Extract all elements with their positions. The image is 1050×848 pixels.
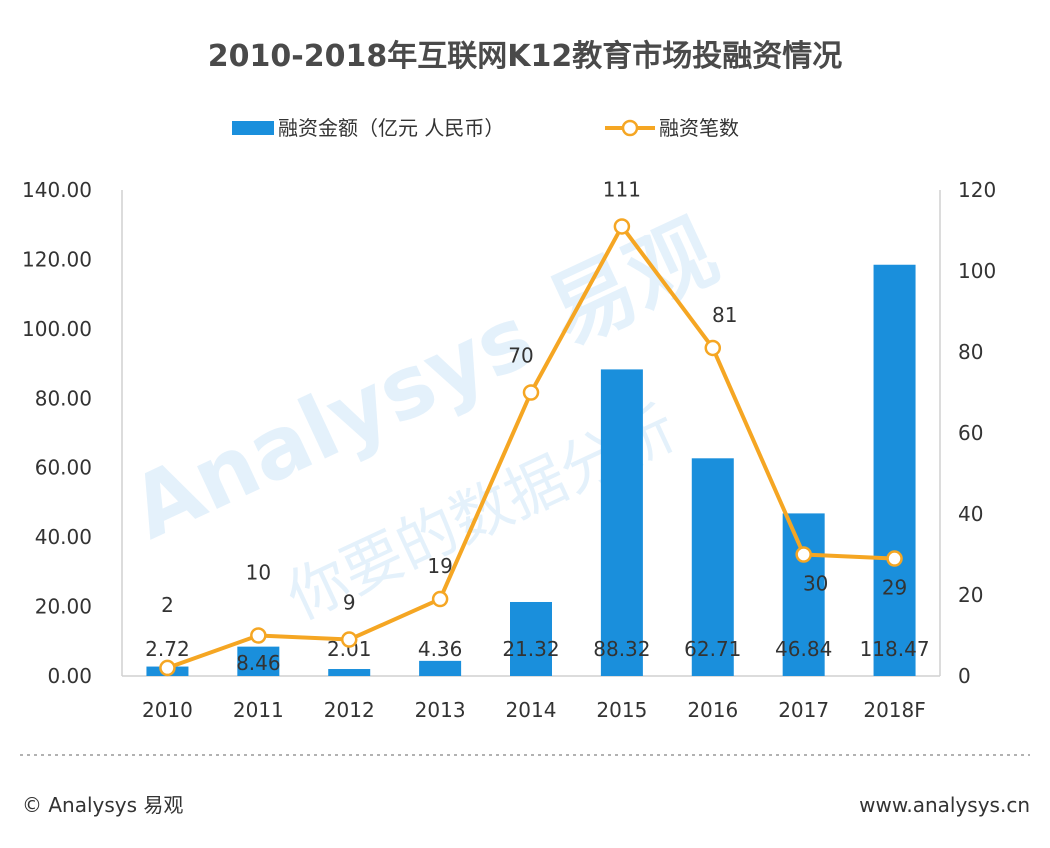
x-tick-label: 2018F	[863, 698, 925, 722]
x-tick-label: 2014	[506, 698, 557, 722]
right-tick-label: 100	[958, 259, 996, 283]
line-value-label: 70	[508, 344, 533, 368]
right-tick-label: 80	[958, 340, 983, 364]
line-point	[795, 546, 812, 563]
line-value-label: 2	[161, 593, 174, 617]
bar	[419, 660, 462, 676]
bar	[510, 601, 552, 676]
x-tick-label: 2016	[687, 698, 738, 722]
bar-value-label: 2.72	[145, 637, 190, 661]
legend-bar-swatch	[232, 121, 274, 135]
left-axis-ticks: 0.00 20.00 40.00 60.00 80.00 100.00 120.00 140.…	[22, 178, 92, 688]
bar	[328, 669, 371, 676]
legend-bar-label: 融资金额（亿元 人民币）	[278, 116, 504, 140]
line-series	[159, 218, 903, 677]
bar-value-label: 88.32	[593, 637, 650, 661]
line-value-label: 111	[603, 177, 641, 201]
bar	[237, 646, 280, 676]
left-tick-label: 120.00	[22, 247, 92, 271]
line-point	[704, 339, 722, 357]
line-value-label: 19	[427, 554, 452, 578]
left-tick-label: 40.00	[35, 525, 92, 549]
x-axis-ticks: 2010 2011 2012 2013 2014 2015 2016 2017 2018F	[142, 698, 926, 722]
left-tick-label: 140.00	[22, 178, 92, 202]
left-tick-label: 80.00	[35, 386, 92, 410]
bar	[691, 458, 734, 676]
right-axis-ticks: 0 20 40 60 80 100 120	[958, 178, 996, 688]
x-tick-label: 2011	[233, 698, 284, 722]
bar-value-label: 21.32	[502, 637, 559, 661]
bar	[600, 369, 643, 676]
right-tick-label: 20	[958, 583, 983, 607]
line-value-label: 29	[882, 576, 907, 600]
left-tick-label: 100.00	[22, 317, 92, 341]
line-point	[340, 631, 358, 648]
bar-value-label: 46.84	[775, 637, 832, 661]
line-point	[613, 218, 631, 235]
bar	[873, 264, 916, 676]
x-tick-label: 2013	[415, 698, 466, 722]
line-value-labels: 2 10 9 19 70 111 81 30 29	[161, 177, 907, 616]
bar	[782, 513, 825, 676]
line-value-label: 10	[246, 561, 271, 585]
right-tick-label: 60	[958, 421, 983, 445]
line-value-label: 30	[803, 572, 828, 596]
right-tick-label: 0	[958, 664, 971, 688]
bar-value-label: 118.47	[860, 637, 930, 661]
footer-right: www.analysys.cn	[859, 793, 1030, 817]
bar-value-label: 8.46	[236, 651, 281, 675]
line-point	[522, 384, 540, 401]
line-point	[159, 659, 176, 677]
x-tick-label: 2015	[596, 698, 647, 722]
bar-value-label: 4.36	[418, 637, 463, 661]
left-tick-label: 60.00	[35, 456, 92, 480]
x-tick-label: 2017	[778, 698, 829, 722]
line-point	[250, 627, 267, 644]
left-tick-label: 20.00	[35, 595, 92, 619]
line-value-label: 81	[712, 303, 737, 327]
line-point	[431, 590, 449, 608]
footer-left: © Analysys 易观	[22, 793, 183, 817]
x-tick-label: 2010	[142, 698, 193, 722]
right-tick-label: 40	[958, 502, 983, 526]
bar-value-labels: 2.728.462.01 4.36 21.32 88.32 62.71 46.84 118.…	[145, 637, 929, 675]
line-value-label: 9	[343, 591, 356, 615]
right-tick-label: 120	[958, 178, 996, 202]
bar-series	[146, 264, 916, 676]
legend: 融资金额（亿元 人民币） 融资笔数	[232, 116, 739, 140]
chart-title: 2010-2018年互联网K12教育市场投融资情况	[208, 39, 842, 74]
legend-line-label: 融资笔数	[659, 116, 739, 140]
x-tick-label: 2012	[324, 698, 375, 722]
legend-line-marker	[621, 119, 639, 137]
left-tick-label: 0.00	[47, 664, 92, 688]
line-point	[886, 550, 903, 567]
bar-value-label: 62.71	[684, 637, 741, 661]
